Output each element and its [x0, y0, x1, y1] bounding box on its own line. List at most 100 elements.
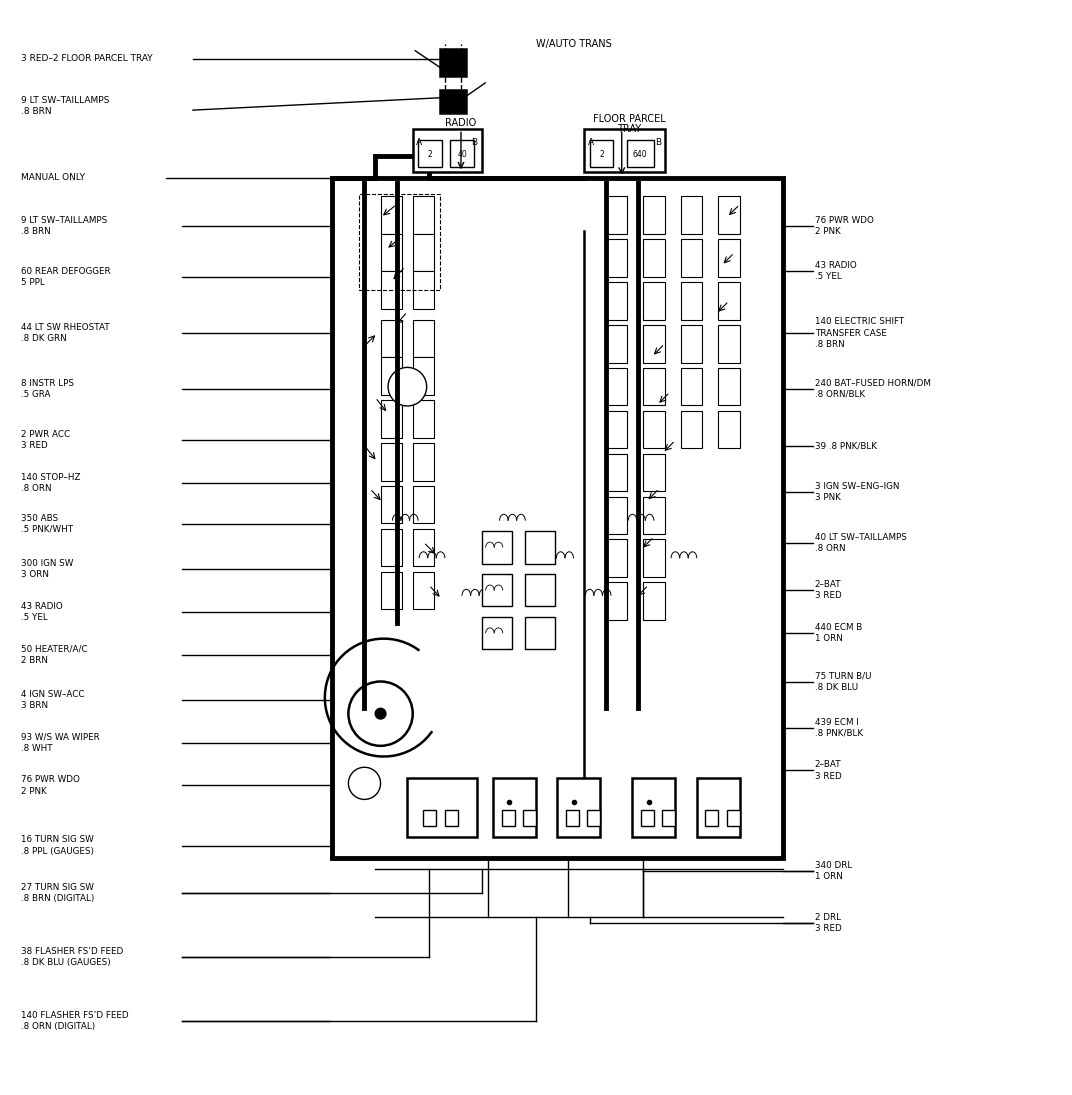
- Bar: [606, 453, 627, 492]
- Text: 9 LT SW–TAILLAMPS
.8 BRN: 9 LT SW–TAILLAMPS .8 BRN: [21, 95, 109, 116]
- Bar: [381, 196, 402, 234]
- Bar: [413, 529, 434, 566]
- Bar: [381, 529, 402, 566]
- Circle shape: [348, 681, 413, 746]
- Text: W/AUTO TRANS: W/AUTO TRANS: [536, 38, 612, 48]
- Bar: [482, 531, 512, 564]
- Bar: [381, 400, 402, 438]
- Bar: [502, 810, 515, 827]
- Bar: [450, 140, 474, 166]
- Text: 2 DRL
3 RED: 2 DRL 3 RED: [815, 912, 842, 933]
- Text: 76 PWR WDO
2 PNK: 76 PWR WDO 2 PNK: [21, 775, 80, 796]
- Bar: [627, 140, 654, 166]
- Bar: [493, 777, 536, 837]
- Text: 76 PWR WDO
2 PNK: 76 PWR WDO 2 PNK: [815, 216, 874, 235]
- Bar: [525, 574, 555, 607]
- Bar: [606, 325, 627, 362]
- Bar: [381, 486, 402, 523]
- Bar: [662, 810, 675, 827]
- Text: 2–BAT
3 RED: 2–BAT 3 RED: [815, 760, 842, 781]
- Bar: [718, 325, 740, 362]
- Bar: [643, 368, 665, 405]
- Text: 2 PWR ACC
3 RED: 2 PWR ACC 3 RED: [21, 430, 71, 450]
- Bar: [418, 140, 442, 166]
- Bar: [590, 140, 613, 166]
- Bar: [525, 618, 555, 649]
- Text: 40 LT SW–TAILLAMPS
.8 ORN: 40 LT SW–TAILLAMPS .8 ORN: [815, 533, 907, 553]
- Bar: [606, 240, 627, 277]
- Text: 44 LT SW RHEOSTAT
.8 DK GRN: 44 LT SW RHEOSTAT .8 DK GRN: [21, 323, 110, 343]
- Text: 40: 40: [457, 150, 467, 159]
- Bar: [643, 240, 665, 277]
- Text: 640: 640: [632, 150, 647, 159]
- Text: TRAY: TRAY: [617, 125, 641, 135]
- Text: 38 FLASHER FS’D FEED
.8 DK BLU (GAUGES): 38 FLASHER FS’D FEED .8 DK BLU (GAUGES): [21, 947, 123, 967]
- Bar: [705, 810, 718, 827]
- Bar: [718, 196, 740, 234]
- Bar: [643, 496, 665, 534]
- Bar: [681, 240, 702, 277]
- Bar: [587, 810, 600, 827]
- Bar: [381, 357, 402, 394]
- Text: MANUAL ONLY: MANUAL ONLY: [21, 173, 86, 182]
- Bar: [643, 283, 665, 320]
- Bar: [681, 325, 702, 362]
- Bar: [681, 368, 702, 405]
- Bar: [525, 531, 555, 564]
- Bar: [643, 411, 665, 448]
- Bar: [643, 325, 665, 362]
- Text: 240 BAT–FUSED HORN/DM
.8 ORN/BLK: 240 BAT–FUSED HORN/DM .8 ORN/BLK: [815, 379, 930, 399]
- Bar: [632, 777, 675, 837]
- Text: B: B: [655, 138, 661, 147]
- Bar: [413, 196, 434, 234]
- Text: 43 RADIO
.5 YEL: 43 RADIO .5 YEL: [815, 261, 857, 281]
- Circle shape: [388, 368, 427, 406]
- Bar: [606, 411, 627, 448]
- Text: 75 TURN B/U
.8 DK BLU: 75 TURN B/U .8 DK BLU: [815, 671, 872, 692]
- Bar: [606, 583, 627, 620]
- Text: 60 REAR DEFOGGER
5 PPL: 60 REAR DEFOGGER 5 PPL: [21, 267, 111, 287]
- Text: FLOOR PARCEL: FLOOR PARCEL: [593, 114, 666, 124]
- Bar: [718, 411, 740, 448]
- Text: 300 IGN SW
3 ORN: 300 IGN SW 3 ORN: [21, 558, 74, 579]
- Text: 43 RADIO
.5 YEL: 43 RADIO .5 YEL: [21, 602, 63, 622]
- Text: 50 HEATER/A/C
2 BRN: 50 HEATER/A/C 2 BRN: [21, 645, 88, 665]
- Text: 2: 2: [599, 150, 604, 159]
- Text: 16 TURN SIG SW
.8 PPL (GAUGES): 16 TURN SIG SW .8 PPL (GAUGES): [21, 835, 94, 855]
- Bar: [440, 90, 466, 114]
- Bar: [413, 486, 434, 523]
- Bar: [557, 777, 600, 837]
- Bar: [643, 453, 665, 492]
- Text: 340 DRL
1 ORN: 340 DRL 1 ORN: [815, 861, 852, 881]
- Bar: [381, 234, 402, 272]
- Text: 2: 2: [428, 150, 432, 159]
- Text: 39 .8 PNK/BLK: 39 .8 PNK/BLK: [815, 441, 877, 450]
- Text: 3 IGN SW–ENG–IGN
3 PNK: 3 IGN SW–ENG–IGN 3 PNK: [815, 482, 899, 502]
- Bar: [641, 810, 654, 827]
- Text: 93 W/S WA WIPER
.8 WHT: 93 W/S WA WIPER .8 WHT: [21, 733, 100, 752]
- Bar: [407, 777, 477, 837]
- Bar: [413, 272, 434, 309]
- Text: 439 ECM I
.8 PNK/BLK: 439 ECM I .8 PNK/BLK: [815, 717, 863, 738]
- Bar: [423, 810, 436, 827]
- Bar: [643, 540, 665, 577]
- Text: 140 FLASHER FS’D FEED
.8 ORN (DIGITAL): 140 FLASHER FS’D FEED .8 ORN (DIGITAL): [21, 1012, 129, 1031]
- Bar: [718, 368, 740, 405]
- Text: 350 ABS
.5 PNK/WHT: 350 ABS .5 PNK/WHT: [21, 514, 74, 534]
- Circle shape: [348, 768, 381, 799]
- Text: A: A: [587, 138, 594, 147]
- Text: 8 INSTR LPS
.5 GRA: 8 INSTR LPS .5 GRA: [21, 379, 74, 399]
- Bar: [606, 283, 627, 320]
- Bar: [681, 411, 702, 448]
- Bar: [681, 196, 702, 234]
- Bar: [606, 540, 627, 577]
- Bar: [482, 618, 512, 649]
- Bar: [523, 810, 536, 827]
- Bar: [359, 194, 440, 290]
- Bar: [413, 572, 434, 609]
- Bar: [381, 320, 402, 357]
- Bar: [332, 177, 783, 858]
- Bar: [718, 283, 740, 320]
- Bar: [381, 572, 402, 609]
- Bar: [697, 777, 740, 837]
